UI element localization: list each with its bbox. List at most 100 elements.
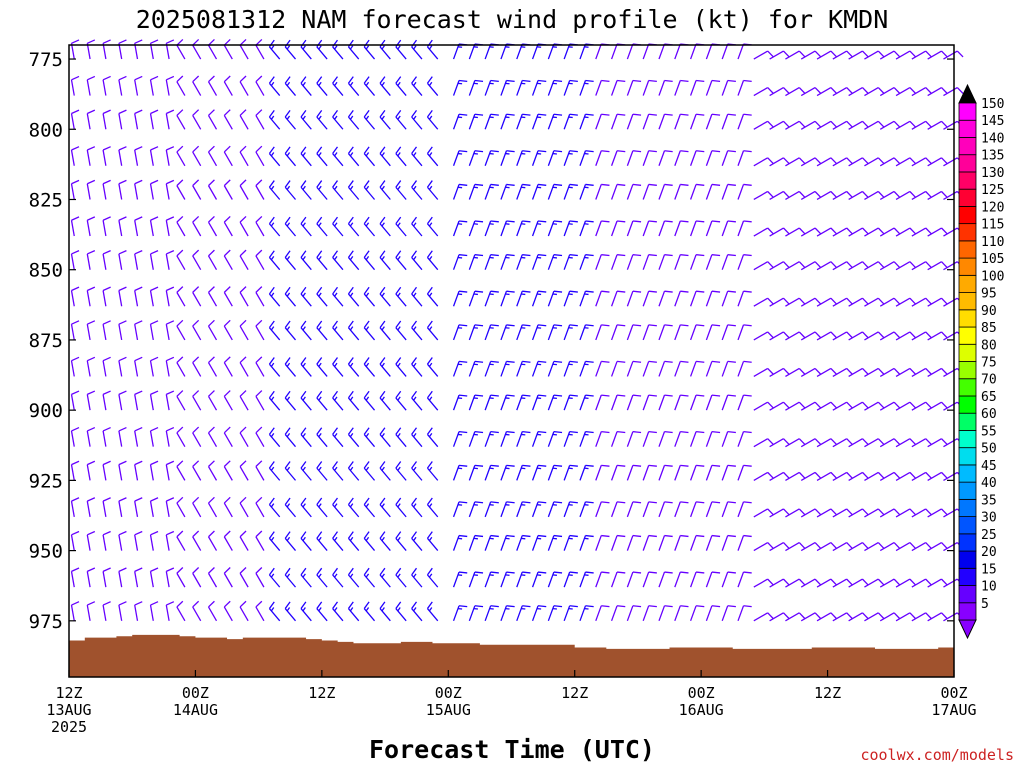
wind-barb <box>86 109 96 130</box>
wind-barb <box>149 109 159 130</box>
wind-barb <box>134 390 143 411</box>
wind-barb <box>500 43 515 60</box>
wind-barb <box>332 461 344 481</box>
wind-barb <box>595 501 610 518</box>
wind-barb <box>70 146 80 166</box>
wind-barb <box>102 179 111 200</box>
wind-barb <box>927 50 948 60</box>
wind-barb <box>316 461 328 481</box>
wind-barb <box>255 38 265 60</box>
wind-barb <box>395 497 407 518</box>
wind-barb <box>379 427 391 448</box>
wind-barb <box>610 324 626 341</box>
wind-barb <box>547 290 563 307</box>
wind-barb <box>239 145 249 167</box>
y-tick-label: 975 <box>29 611 63 633</box>
chart-title: 2025081312 NAM forecast wind profile (kt… <box>136 5 889 34</box>
wind-barb <box>753 190 774 201</box>
wind-barb <box>705 605 721 622</box>
wind-barb <box>86 75 96 96</box>
wind-barb <box>658 254 673 270</box>
wind-barb <box>927 261 948 271</box>
wind-barb <box>642 113 657 130</box>
wind-barb <box>610 430 626 447</box>
wind-barb <box>927 401 948 411</box>
wind-barb <box>484 534 499 551</box>
wind-barb <box>579 360 594 377</box>
wind-barb <box>452 605 468 622</box>
wind-barb <box>500 220 515 237</box>
wind-barb <box>516 324 531 341</box>
wind-barb <box>102 250 111 270</box>
wind-barb <box>86 530 96 551</box>
wind-barb <box>284 357 297 377</box>
wind-barb <box>769 331 790 341</box>
wind-barb <box>149 497 159 518</box>
wind-barb <box>547 113 563 130</box>
wind-barb <box>721 183 736 200</box>
wind-barb <box>674 79 689 96</box>
wind-barb <box>176 145 186 167</box>
wind-barb <box>192 75 202 96</box>
wind-barb <box>395 250 407 271</box>
wind-barb <box>484 394 499 411</box>
wind-barb <box>347 76 360 96</box>
wind-barb <box>879 578 901 588</box>
wind-barb <box>379 320 391 341</box>
wind-barb <box>800 297 822 307</box>
wind-barb <box>165 109 175 130</box>
wind-barb <box>239 496 249 518</box>
colorbar-label: 75 <box>981 356 997 371</box>
wind-barb <box>268 250 281 271</box>
wind-barb <box>769 86 790 97</box>
wind-barb <box>531 113 547 130</box>
wind-barb <box>192 356 202 377</box>
wind-barb <box>753 297 774 307</box>
wind-barb <box>705 290 721 307</box>
wind-barb <box>223 356 233 377</box>
wind-barb <box>165 286 175 307</box>
wind-barb <box>531 501 547 518</box>
wind-barb <box>610 571 626 588</box>
wind-barb <box>895 578 917 588</box>
wind-barb <box>86 497 96 518</box>
wind-barb <box>255 567 265 588</box>
wind-barb <box>895 157 917 167</box>
wind-barb <box>879 331 901 341</box>
wind-barb <box>411 180 423 200</box>
wind-barb <box>134 179 143 200</box>
wind-barb <box>943 86 964 97</box>
wind-barb <box>332 531 344 552</box>
wind-barb <box>563 113 578 130</box>
wind-barb <box>316 39 328 60</box>
wind-barb <box>610 464 626 481</box>
wind-barb <box>239 426 249 447</box>
wind-barb <box>165 601 175 621</box>
wind-barb <box>176 390 186 411</box>
wind-barb <box>300 146 312 167</box>
wind-barb <box>411 567 423 588</box>
wind-barb <box>452 534 468 551</box>
wind-barb <box>674 43 689 60</box>
wind-barb <box>689 113 705 130</box>
wind-barb <box>785 50 806 60</box>
wind-barb <box>395 390 407 411</box>
wind-barb <box>484 605 499 622</box>
wind-barb <box>864 261 885 271</box>
wind-barb <box>176 38 186 60</box>
wind-barb <box>848 157 869 167</box>
colorbar-cell <box>958 257 977 276</box>
wind-barb <box>192 390 202 411</box>
wind-barb <box>911 471 932 481</box>
x-tick-label: 12Z <box>308 684 335 702</box>
wind-barb <box>426 39 439 60</box>
wind-barb <box>207 179 218 200</box>
wind-barb <box>879 471 901 481</box>
colorbar-label: 30 <box>981 511 997 526</box>
wind-barb <box>531 534 547 551</box>
wind-barb <box>86 390 96 411</box>
wind-barb <box>658 571 673 588</box>
wind-barb <box>500 501 515 518</box>
colorbar-label: 25 <box>981 528 997 543</box>
wind-barb <box>800 227 822 237</box>
